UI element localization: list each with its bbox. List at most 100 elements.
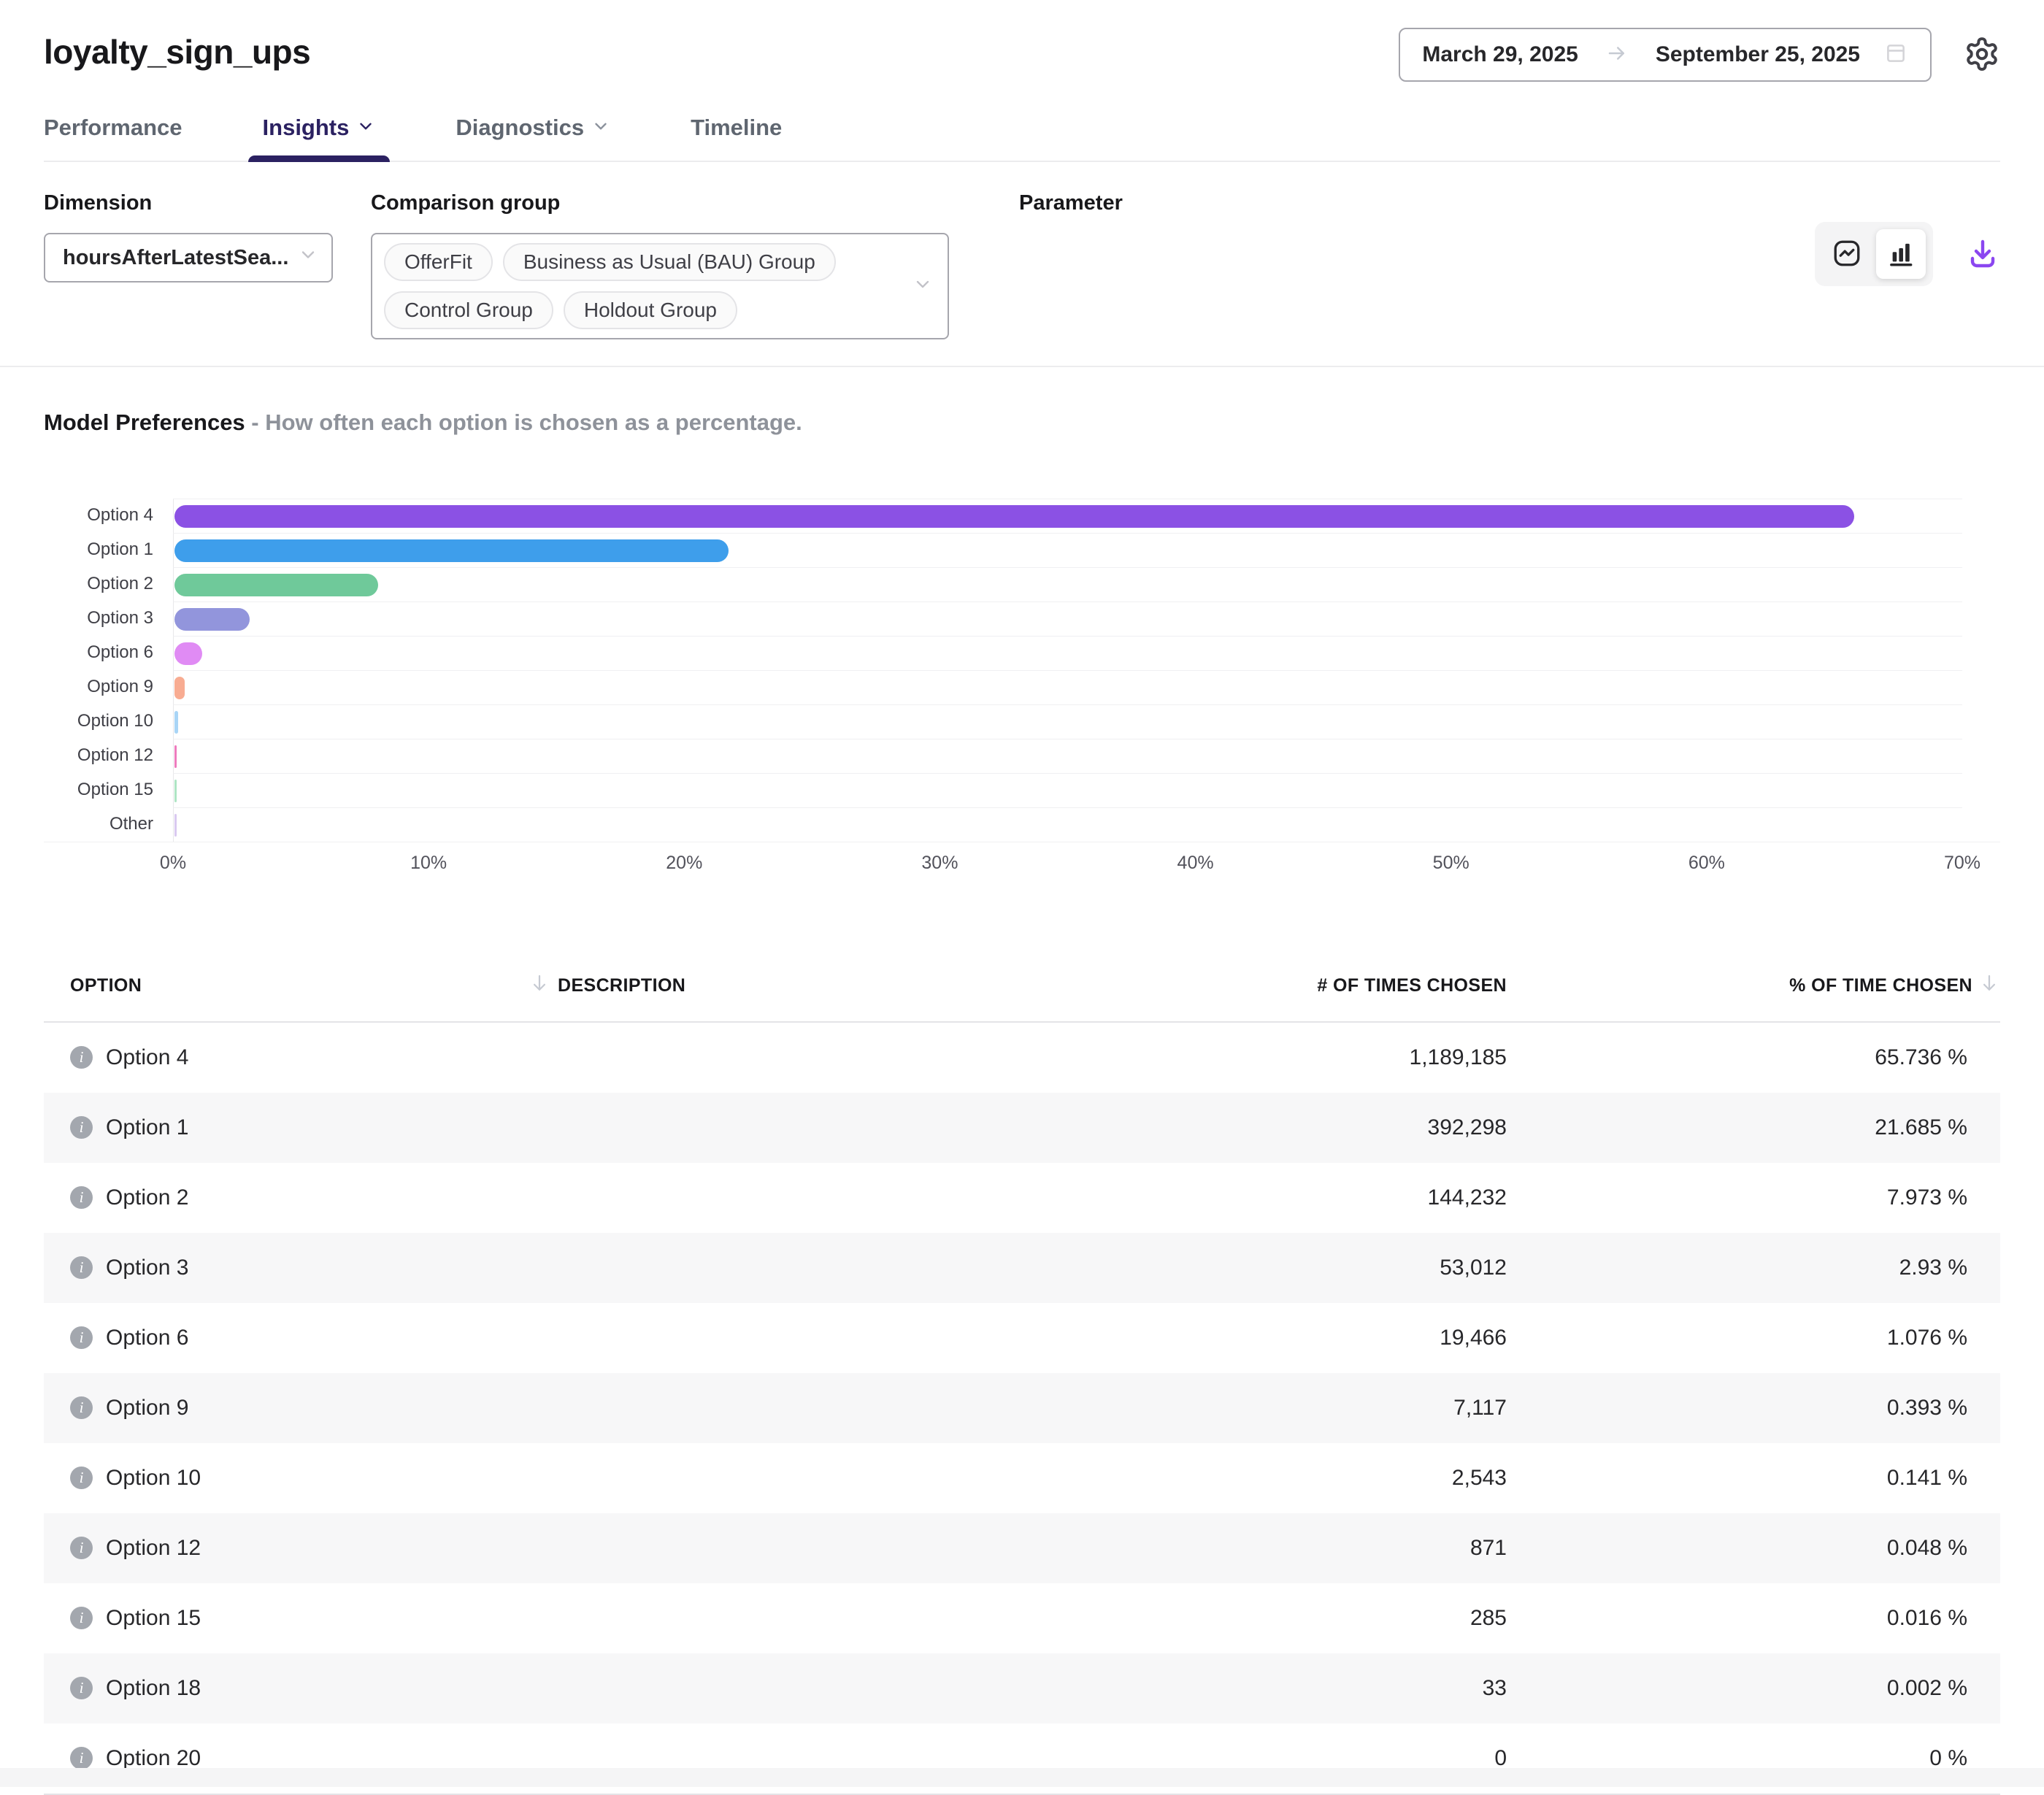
option-cell: i Option 3 xyxy=(44,1256,558,1280)
info-icon[interactable]: i xyxy=(70,1677,93,1700)
download-icon xyxy=(1965,236,2000,273)
comparison-group-select[interactable]: OfferFit Business as Usual (BAU) Group Con… xyxy=(371,233,949,339)
info-icon[interactable]: i xyxy=(70,1186,93,1210)
chart-x-axis: 0% 10% 20% 30% 40% 50% 60% 70% xyxy=(160,852,1980,882)
column-header-pct-chosen[interactable]: % OF TIME CHOSEN xyxy=(1507,972,2000,999)
chart-bar[interactable] xyxy=(174,676,185,699)
chart-bar[interactable] xyxy=(174,745,177,768)
column-header-pct-label: % OF TIME CHOSEN xyxy=(1789,975,1972,996)
x-axis-tick: 30% xyxy=(921,852,958,873)
option-label: Option 6 xyxy=(106,1325,189,1350)
comparison-pill[interactable]: Holdout Group xyxy=(563,291,737,329)
chart-bar[interactable] xyxy=(174,607,250,631)
option-label: Option 15 xyxy=(106,1605,201,1630)
times-chosen-cell: 53,012 xyxy=(1440,1255,1507,1280)
tab-insights[interactable]: Insights xyxy=(247,114,391,162)
chart-bar[interactable] xyxy=(174,573,379,596)
pct-chosen-cell: 2.93 % xyxy=(1899,1255,1967,1280)
times-chosen-cell: 144,232 xyxy=(1427,1185,1507,1210)
column-header-option[interactable]: OPTION xyxy=(44,972,558,999)
option-cell: i Option 18 xyxy=(44,1676,558,1701)
line-chart-button[interactable] xyxy=(1822,229,1872,279)
page-title: loyalty_sign_ups xyxy=(44,33,311,71)
info-icon[interactable]: i xyxy=(70,1537,93,1560)
column-header-description-label: DESCRIPTION xyxy=(558,975,686,996)
line-chart-icon xyxy=(1832,238,1862,271)
chart-row: Option 2 xyxy=(44,566,2000,601)
option-label: Option 2 xyxy=(106,1185,189,1210)
table-row: i Option 3 53,012 2.93 % xyxy=(44,1232,2000,1303)
tab-performance[interactable]: Performance xyxy=(44,114,182,161)
times-chosen-cell: 285 xyxy=(1469,1605,1507,1630)
info-icon[interactable]: i xyxy=(70,1607,93,1630)
info-icon[interactable]: i xyxy=(70,1116,93,1139)
tab-timeline[interactable]: Timeline xyxy=(691,114,782,161)
x-axis-tick: 70% xyxy=(1943,852,1981,873)
chart-category-label: Option 15 xyxy=(77,780,153,800)
chart-category-label: Option 1 xyxy=(87,539,153,560)
table-row: i Option 18 33 0.002 % xyxy=(44,1653,2000,1723)
pct-chosen-cell: 0.393 % xyxy=(1886,1395,1967,1420)
chart-plot-area xyxy=(173,669,1962,704)
chart-plot-area xyxy=(173,601,1962,636)
chart-category-label: Option 6 xyxy=(87,642,153,663)
date-range-picker[interactable]: March 29, 2025 September 25, 2025 xyxy=(1399,28,1932,82)
table-row: i Option 9 7,117 0.393 % xyxy=(44,1372,2000,1443)
comparison-group-label: Comparison group xyxy=(371,191,561,215)
dimension-value: hoursAfterLatestSea... xyxy=(63,245,289,269)
pct-chosen-cell: 1.076 % xyxy=(1886,1325,1967,1350)
chevron-down-icon xyxy=(298,245,318,271)
chart-toolbar xyxy=(1815,222,2000,286)
table-header: OPTION DESCRIPTION # OF TIMES CHOSEN % O… xyxy=(44,964,2000,1023)
chart-bar[interactable] xyxy=(174,539,729,562)
pct-chosen-cell: 0.048 % xyxy=(1886,1535,1967,1560)
section-divider xyxy=(0,365,2044,367)
chart-plot-area xyxy=(173,738,1962,773)
chart-row: Option 10 xyxy=(44,704,2000,739)
bar-chart-button[interactable] xyxy=(1876,229,1926,279)
chart-bar[interactable] xyxy=(174,779,177,802)
comparison-pill[interactable]: Control Group xyxy=(384,291,553,329)
pct-chosen-cell: 0.002 % xyxy=(1886,1675,1967,1700)
option-cell: i Option 15 xyxy=(44,1606,558,1631)
times-chosen-cell: 2,543 xyxy=(1451,1465,1507,1490)
table-row: i Option 10 2,543 0.141 % xyxy=(44,1443,2000,1513)
option-cell: i Option 1 xyxy=(44,1115,558,1140)
chart-bar[interactable] xyxy=(174,504,1854,528)
chart-subtitle: - How often each option is chosen as a p… xyxy=(251,409,802,435)
chart-bar[interactable] xyxy=(174,642,202,665)
info-icon[interactable]: i xyxy=(70,1256,93,1280)
date-range-start: March 29, 2025 xyxy=(1422,42,1578,66)
info-icon[interactable]: i xyxy=(70,1467,93,1490)
chart-plot-area xyxy=(173,635,1962,670)
dimension-select[interactable]: hoursAfterLatestSea... xyxy=(44,233,333,282)
footer-band xyxy=(0,1768,2044,1787)
x-axis-tick: 50% xyxy=(1432,852,1469,873)
pct-chosen-cell: 0 % xyxy=(1929,1745,1967,1770)
comparison-pills: OfferFit Business as Usual (BAU) Group Con… xyxy=(384,243,892,329)
chart-title: Model Preferences xyxy=(44,409,245,435)
x-axis-tick: 40% xyxy=(1177,852,1214,873)
chart-plot-area xyxy=(173,772,1962,807)
tab-diagnostics[interactable]: Diagnostics xyxy=(456,114,610,161)
info-icon[interactable]: i xyxy=(70,1396,93,1420)
chart-row: Option 6 xyxy=(44,635,2000,670)
comparison-pill[interactable]: Business as Usual (BAU) Group xyxy=(502,243,836,281)
comparison-pill[interactable]: OfferFit xyxy=(384,243,493,281)
info-icon[interactable]: i xyxy=(70,1326,93,1350)
chart-bar[interactable] xyxy=(174,813,177,837)
date-range-end: September 25, 2025 xyxy=(1655,42,1860,66)
active-tab-indicator xyxy=(247,155,391,162)
info-icon[interactable]: i xyxy=(70,1046,93,1069)
chart-category-label: Option 10 xyxy=(77,711,153,731)
option-cell: i Option 2 xyxy=(44,1185,558,1210)
info-icon[interactable]: i xyxy=(70,1747,93,1770)
tab-label: Diagnostics xyxy=(456,115,585,140)
x-axis-tick: 20% xyxy=(666,852,703,873)
chart-row: Option 1 xyxy=(44,532,2000,567)
option-label: Option 20 xyxy=(106,1745,201,1770)
calendar-icon xyxy=(1883,41,1908,69)
settings-button[interactable] xyxy=(1964,36,2000,74)
chart-bar[interactable] xyxy=(174,710,178,734)
download-button[interactable] xyxy=(1965,236,2000,273)
